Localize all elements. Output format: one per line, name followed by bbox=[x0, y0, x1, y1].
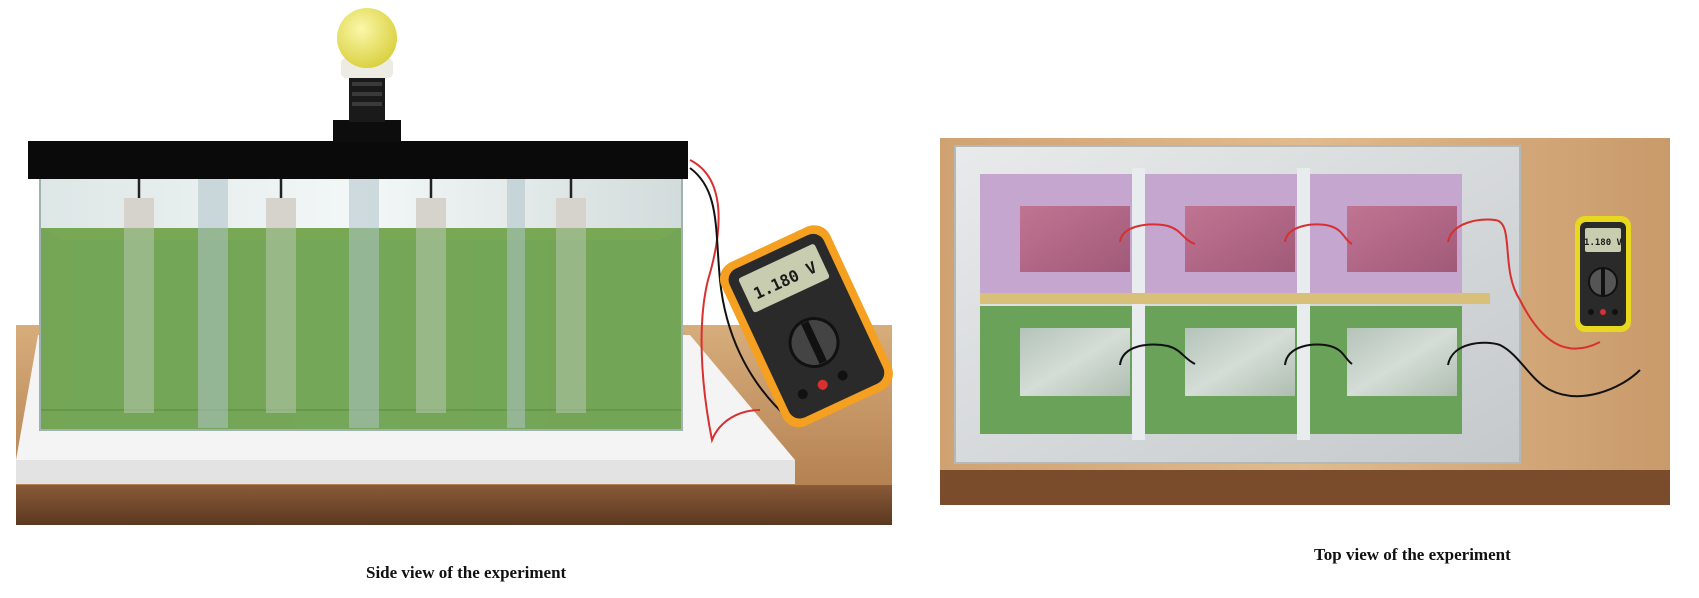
electrode-plate bbox=[416, 198, 446, 413]
top-view-caption: Top view of the experiment bbox=[1314, 545, 1511, 564]
light-bulb bbox=[333, 8, 401, 142]
black-wire bbox=[1447, 341, 1641, 398]
red-wire bbox=[1284, 223, 1353, 245]
red-wire bbox=[1447, 218, 1601, 350]
red-wire bbox=[689, 159, 761, 444]
glass-tank bbox=[39, 174, 683, 431]
tank-divider bbox=[507, 178, 525, 428]
top-view-illustration: 1.180 V bbox=[940, 138, 1670, 505]
electrode-plate bbox=[266, 198, 296, 413]
electrode-plate bbox=[124, 198, 154, 413]
top-row-cells bbox=[980, 174, 1462, 304]
black-wire bbox=[1119, 343, 1196, 366]
pink-plate bbox=[1020, 206, 1130, 272]
pink-plate bbox=[1185, 206, 1295, 272]
multimeter: 1.180 V bbox=[1575, 216, 1631, 332]
red-wire bbox=[1119, 223, 1196, 245]
bottom-row-cells bbox=[980, 306, 1462, 434]
multimeter: 1.180 V bbox=[719, 225, 893, 428]
tank-divider bbox=[349, 178, 379, 428]
grey-plate bbox=[1347, 328, 1457, 396]
side-view-caption: Side view of the experiment bbox=[366, 563, 567, 582]
grey-plate bbox=[1185, 328, 1295, 396]
grey-plate bbox=[1020, 328, 1130, 396]
electrode-plate bbox=[556, 198, 586, 413]
top-meter-display: 1.180 V bbox=[1584, 238, 1623, 248]
middle-separator bbox=[980, 293, 1490, 304]
side-view-illustration: 1.180 V bbox=[16, 8, 893, 525]
tank-divider bbox=[198, 178, 228, 428]
black-lid bbox=[28, 141, 688, 179]
pink-plate bbox=[1347, 206, 1457, 272]
black-wire bbox=[1284, 343, 1353, 366]
